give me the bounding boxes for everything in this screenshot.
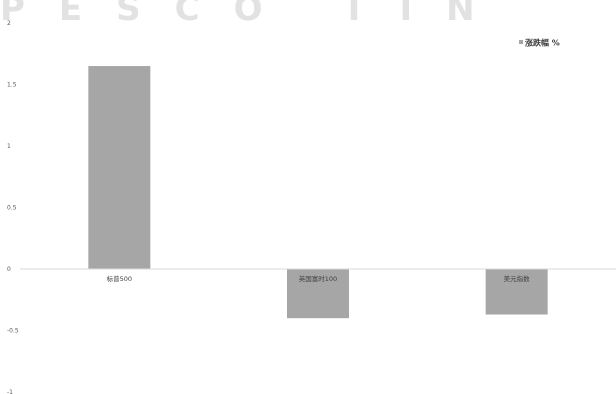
legend-label: 涨跌幅 %	[525, 38, 560, 48]
bar	[485, 269, 548, 315]
x-tick-label: 标普500	[107, 274, 132, 283]
x-tick-label: 美元指数	[504, 274, 531, 283]
bar	[287, 269, 349, 319]
y-tick-label: 2	[7, 20, 11, 27]
bar	[88, 66, 151, 269]
legend-swatch	[519, 40, 523, 44]
y-tick-label: 0	[7, 266, 11, 273]
y-tick-label: 0.5	[7, 205, 17, 212]
y-tick-label: 1.5	[7, 82, 17, 89]
watermark: PESCO TIN	[0, 0, 509, 29]
bars	[88, 66, 548, 319]
y-tick-label: -1	[7, 389, 13, 394]
x-axis-labels: 标普500 英国富时100 美元指数	[107, 274, 531, 283]
y-tick-label: 1	[7, 143, 11, 150]
y-axis-ticks: -1 -0.5 0 0.5 1 1.5 2	[7, 20, 19, 394]
y-tick-label: -0.5	[7, 328, 19, 335]
x-tick-label: 英国富时100	[299, 274, 337, 283]
legend: 涨跌幅 %	[519, 38, 560, 48]
